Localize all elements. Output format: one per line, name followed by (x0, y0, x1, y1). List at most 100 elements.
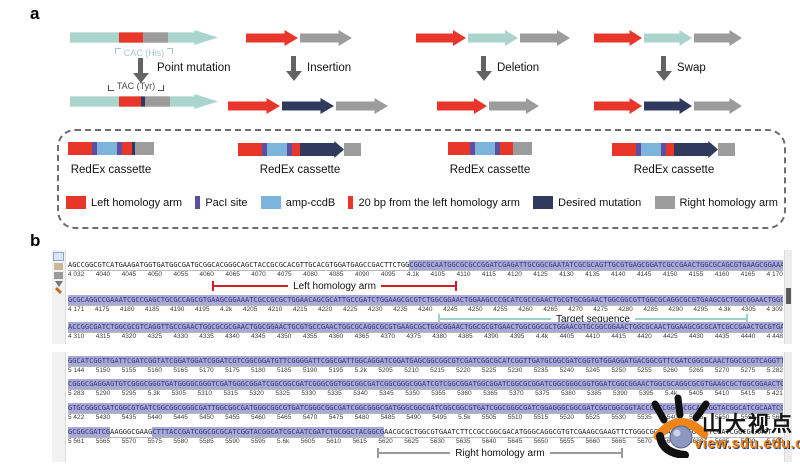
sequence-text-highlighted: GCGCAGGCCGAAATCGCCGAGCTGCGCCAGCGTGAAGCGG… (68, 295, 783, 305)
20bp-swatch (348, 196, 354, 209)
annotation-tick (212, 281, 214, 291)
ruler-tick: 5675 (663, 438, 678, 445)
ruler-tick: 5165 (173, 367, 188, 374)
navy-arrow (644, 98, 692, 114)
ruler-tick: 5325 (275, 390, 290, 397)
ruler-tick: 5220 (456, 367, 471, 374)
red-arrow (246, 30, 298, 46)
ruler-tick: 4095 (380, 271, 396, 278)
ruler-tick: 5150 (95, 367, 111, 374)
ruler-tick: 5 422 (68, 414, 85, 421)
scrollbar[interactable] (784, 352, 792, 462)
ruler-tick: 4440 (740, 333, 756, 340)
bracket-right (158, 85, 165, 91)
ruler-tick: 5365 (483, 390, 498, 397)
left-homology-arm-annotation: Left homology arm (212, 280, 458, 292)
sites-icon[interactable] (54, 263, 63, 270)
ruler-tick: 5555 (740, 414, 756, 421)
sequence-row: GCGCAGGCCGAAATCGCCGAGCTGCGCCAGCGTGAAGCGG… (68, 295, 783, 306)
ruler-tick: 5660 (585, 438, 600, 445)
annotation-tick (438, 314, 440, 324)
legend-label: Desired mutation (558, 196, 642, 209)
features-icon[interactable] (54, 272, 63, 279)
paci-site-swatch (195, 196, 201, 209)
ruler-tick: 5470 (302, 414, 318, 421)
map-icon[interactable] (53, 252, 64, 261)
edit-pencil-icon[interactable] (54, 286, 63, 295)
viewer-gutter (52, 352, 66, 462)
scrollbar[interactable] (784, 250, 792, 344)
right-homology-arm-segment (513, 142, 532, 155)
ruler-tick: 5455 (225, 414, 240, 421)
ruler-tick: 5355 (431, 390, 446, 397)
ruler-tick: 5.3k (147, 390, 161, 397)
ruler-tick: 4410 (585, 333, 600, 340)
ruler-tick: 5415 (740, 390, 756, 397)
paci-site-segment (636, 143, 641, 156)
legend-item-left-homology-arm: Left homology arm (66, 196, 182, 209)
ruler-tick: 5295 (121, 390, 137, 397)
ruler-tick: 4.2k (220, 306, 233, 313)
ruler-tick: 4420 (637, 333, 652, 340)
red-arrow (594, 98, 642, 114)
ruler-tick: 4435 (714, 333, 730, 340)
ruler-tick: 4120 (507, 271, 522, 278)
sequence-text-highlighted: CTTTACCGATCGGCGCGCATCGGTACGGCATCGCAATCGA… (152, 427, 385, 437)
right-homology-arm-segment (344, 143, 361, 156)
ruler-tick: 5160 (147, 367, 162, 374)
position-ruler: 5 144 5150 5155 5160 5165 5170 5175 5180 5185 519… (68, 367, 783, 375)
left-homology-arm-segment (118, 94, 142, 109)
paci-site-segment (262, 143, 267, 156)
ruler-tick: 4320 (121, 333, 137, 340)
ruler-tick: 5380 (561, 390, 576, 397)
position-ruler: 4 032 4040 4045 4050 4055 4060 4065 4070 4075 408… (68, 271, 783, 279)
ruler-tick: 4190 (169, 306, 185, 313)
redex-cassette-deletion (448, 142, 532, 155)
ruler-tick: 5515 (533, 414, 549, 421)
ruler-tick: 5595 (251, 438, 266, 445)
20bp-segment (666, 143, 674, 156)
legend-label: Left homology arm (91, 196, 183, 209)
ruler-tick: 4330 (173, 333, 188, 340)
ruler-tick: 5485 (380, 414, 395, 421)
ruler-tick: 5205 (378, 367, 393, 374)
ruler-tick: 4245 (443, 306, 458, 313)
red-arrow (594, 30, 642, 46)
ruler-tick: 5630 (430, 438, 445, 445)
operation-label-deletion: Deletion (497, 62, 540, 74)
ruler-tick: 4175 (94, 306, 110, 313)
right-homology-arm-segment (144, 94, 170, 109)
ruler-tick: 4315 (95, 333, 111, 340)
paci-site-segment (661, 143, 666, 156)
amp-ccdb-segment (97, 142, 117, 155)
ruler-tick: 5245 (585, 367, 600, 374)
ruler-tick: 4360 (328, 333, 344, 340)
ruler-tick: 4235 (393, 306, 408, 313)
scrollbar-thumb[interactable] (786, 288, 791, 304)
desired-mutation-arrow (674, 141, 718, 158)
ruler-tick: 4430 (689, 333, 704, 340)
ruler-tick: 5 282 (766, 367, 783, 374)
ruler-tick: 4285 (643, 306, 658, 313)
ruler-tick: 5290 (95, 390, 111, 397)
legend: Left homology arm PacI site amp-ccdB 20 … (66, 196, 778, 209)
ruler-tick: 4.4k (535, 333, 549, 340)
ruler-tick: 4265 (543, 306, 558, 313)
sequence-row: GGCATCGGTTGATTCGATCGGTATCGGATGGATCGGATCG… (68, 356, 783, 367)
annotation-label: Right homology arm (455, 447, 545, 459)
ruler-tick: 4105 (430, 271, 446, 278)
ruler-tick: 5620 (378, 438, 393, 445)
operation-label-insertion: Insertion (307, 62, 352, 74)
ruler-tick: 5240 (559, 367, 575, 374)
sequence-viewer-block-2: GGCATCGGTTGATTCGATCGGTATCGGATGGATCGGATCG… (52, 352, 792, 462)
ruler-tick: 4155 (688, 271, 704, 278)
ruler-tick: 4060 (199, 271, 214, 278)
cassette-label: RedEx cassette (259, 164, 341, 176)
ruler-tick: 4 170 (766, 271, 783, 278)
legend-label: 20 bp from the left homology arm (358, 196, 520, 209)
primers-icon[interactable] (54, 281, 63, 287)
ruler-tick: 4.3k (718, 306, 731, 313)
ruler-tick: 5625 (404, 438, 419, 445)
ruler-tick: 5445 (173, 414, 188, 421)
ruler-tick: 5610 (326, 438, 342, 445)
